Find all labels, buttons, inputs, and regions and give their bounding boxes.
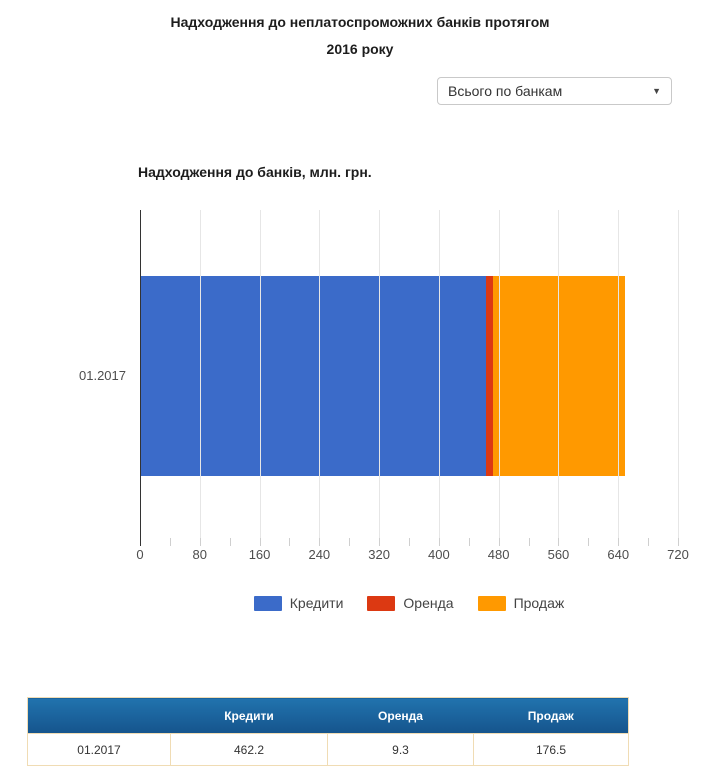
bar-segment-Кредити[interactable] [141, 276, 487, 476]
bar-segment-Оренда[interactable] [486, 276, 494, 476]
legend-label-Продаж: Продаж [513, 595, 565, 611]
page-title-line2: 2016 року [326, 41, 394, 57]
gridline-x-640 [618, 210, 620, 538]
table-header-cell-2: Оренда [327, 697, 474, 734]
x-axis-tick-label-640: 640 [607, 547, 630, 562]
gridline-x-320 [379, 210, 381, 538]
x-axis-tick-label-720: 720 [667, 547, 689, 562]
stacked-bar [141, 276, 679, 476]
chart-legend: Кредити Оренда Продаж [140, 595, 678, 611]
tick-x-0 [140, 538, 141, 546]
tick-x-80 [199, 538, 201, 546]
chart-title: Надходження до банків, млн. грн. [138, 164, 372, 180]
plot-area [140, 210, 679, 546]
tick-x-400 [438, 538, 440, 546]
y-axis-category-label: 01.2017 [79, 368, 126, 383]
x-axis-tick-label-320: 320 [368, 547, 390, 562]
tick-x-640 [618, 538, 620, 546]
tick-x-360 [409, 538, 410, 546]
x-axis-tick-label-0: 0 [136, 547, 144, 562]
legend-swatch-Кредити [253, 595, 282, 611]
legend-item-Кредити: Кредити [253, 595, 344, 611]
table-header-row: Кредити Оренда Продаж [27, 697, 629, 734]
data-table: Кредити Оренда Продаж 01.2017 462.2 9.3 176.5 [27, 697, 629, 766]
legend-label-Оренда: Оренда [403, 595, 454, 611]
tick-x-240 [319, 538, 321, 546]
tick-x-280 [349, 538, 351, 546]
bank-filter-selected-value: Всього по банкам [448, 83, 563, 99]
gridline-x-160 [259, 210, 261, 538]
legend-item-Продаж: Продаж [477, 595, 565, 611]
legend-swatch-Оренда [367, 595, 396, 611]
x-axis-tick-label-480: 480 [487, 547, 510, 562]
tick-x-600 [588, 538, 590, 546]
data-table-head: Кредити Оренда Продаж [27, 697, 629, 734]
tick-x-440 [468, 538, 470, 546]
x-axis-tick-label-80: 80 [192, 547, 207, 562]
tick-x-720 [678, 538, 679, 546]
table-header-cell-0 [27, 697, 171, 734]
table-cell-0-3: 176.5 [473, 733, 629, 766]
data-table-body: 01.2017 462.2 9.3 176.5 [27, 733, 629, 766]
table-header-cell-1: Кредити [170, 697, 328, 734]
legend-swatch-Продаж [477, 595, 506, 611]
gridline-x-80 [199, 210, 201, 538]
legend-item-Оренда: Оренда [367, 595, 454, 611]
tick-x-160 [259, 538, 261, 546]
gridline-x-480 [498, 210, 500, 538]
page-title-line1: Надходження до неплатоспроможних банків … [170, 14, 550, 30]
x-axis-tick-label-240: 240 [308, 547, 331, 562]
tick-x-560 [558, 538, 560, 546]
tick-x-120 [229, 538, 231, 546]
page-title: Надходження до неплатоспроможних банків … [0, 9, 720, 63]
tick-x-320 [379, 538, 381, 546]
tick-x-480 [498, 538, 500, 546]
gridline-x-400 [438, 210, 440, 538]
table-row: 01.2017 462.2 9.3 176.5 [27, 733, 629, 766]
tick-x-680 [648, 538, 650, 546]
gridline-x-720 [678, 210, 679, 538]
legend-label-Кредити: Кредити [289, 595, 344, 611]
tick-x-520 [528, 538, 530, 546]
x-axis-tick-label-160: 160 [248, 547, 271, 562]
gridline-x-240 [319, 210, 321, 538]
x-axis-tick-label-560: 560 [547, 547, 570, 562]
tick-x-40 [169, 538, 171, 546]
bank-filter-select[interactable]: Всього по банкам ▼ [437, 77, 672, 105]
y-axis-line [140, 210, 141, 545]
x-axis-labels: 0 80 160 240 320 400 480 560 640 720 [136, 547, 688, 563]
tick-x-200 [289, 538, 291, 546]
table-cell-0-1: 462.2 [170, 733, 328, 766]
x-axis-tick-label-400: 400 [428, 547, 450, 562]
chevron-down-icon: ▼ [652, 86, 661, 96]
gridline-x-560 [558, 210, 560, 538]
table-header-cell-3: Продаж [473, 697, 629, 734]
table-cell-0-0: 01.2017 [27, 733, 171, 766]
table-cell-0-2: 9.3 [327, 733, 474, 766]
